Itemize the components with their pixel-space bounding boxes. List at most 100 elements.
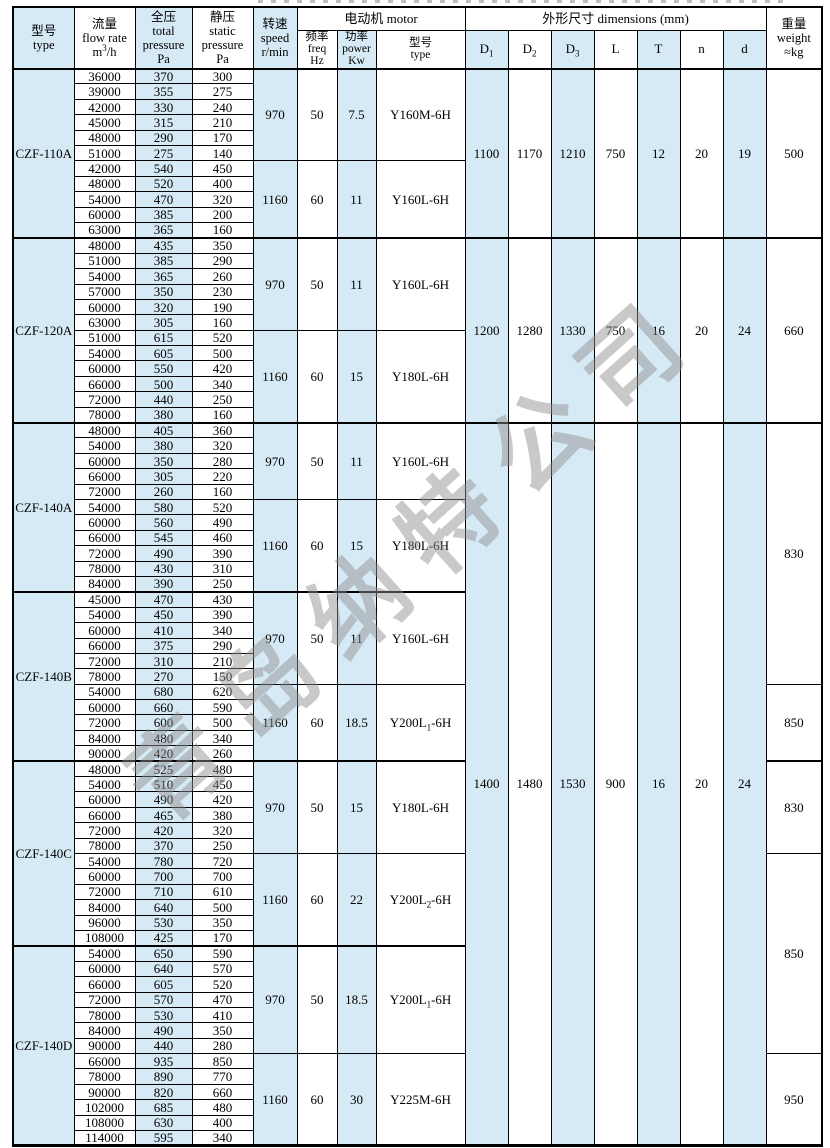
table-row: 72000 600 500 — [13, 714, 822, 731]
flow-rate-cell: 78000 — [73, 837, 136, 854]
static-pressure-cell: 380 — [191, 806, 254, 824]
fan-spec-table: 型号 type 流量 flow rate m3/h 全压 total pressure Pa 静压… — [12, 6, 824, 1148]
total-pressure-cell: 470 — [134, 590, 193, 608]
static-pressure-cell: 590 — [191, 699, 254, 716]
static-pressure-cell: 620 — [191, 683, 254, 701]
table-row: 66000 935 850 1160 60 30 Y225M-6H 950 — [13, 1053, 823, 1147]
static-pressure-cell: 520 — [191, 498, 254, 516]
total-pressure-cell: 520 — [134, 175, 193, 193]
flow-rate-cell: 60000 — [73, 960, 136, 978]
total-pressure-cell: 450 — [134, 606, 193, 624]
speed-cell: 1160 — [252, 852, 298, 947]
header-n: n — [679, 29, 724, 70]
total-pressure-cell: 490 — [134, 1022, 193, 1039]
speed-cell: 1160 — [252, 329, 298, 424]
table-row: 60000 385 200 — [13, 206, 822, 223]
table-header: 型号 type 流量 flow rate m3/h 全压 total pressure Pa 静压… — [12, 6, 823, 70]
flow-rate-cell: 39000 — [73, 83, 136, 100]
dimension-cell: 1210 — [550, 67, 595, 239]
total-pressure-cell: 615 — [134, 329, 193, 347]
flow-rate-cell: 72000 — [73, 714, 136, 731]
table-row: 60000 550 420 — [13, 360, 822, 377]
flow-rate-cell: 90000 — [73, 745, 136, 762]
dimension-cell: 1100 — [464, 67, 509, 239]
total-pressure-cell: 500 — [134, 375, 193, 393]
total-pressure-cell: 600 — [134, 714, 193, 731]
table-row: 102000 685 480 — [13, 1099, 822, 1116]
static-pressure-cell: 160 — [191, 221, 254, 239]
dimension-cell: 20 — [679, 67, 724, 239]
total-pressure-cell: 510 — [134, 776, 193, 793]
static-pressure-cell: 590 — [191, 944, 254, 962]
total-pressure-cell: 685 — [134, 1099, 193, 1116]
flow-rate-cell: 72000 — [73, 991, 136, 1008]
flow-rate-cell: 60000 — [73, 206, 136, 223]
weight-cell: 830 — [765, 421, 823, 685]
dimension-cell: 1530 — [550, 421, 595, 1147]
header-l: L — [593, 29, 638, 70]
freq-cell: 60 — [296, 329, 338, 424]
table-row: 72000 310 210 — [13, 652, 822, 670]
flow-rate-cell: 54000 — [73, 268, 136, 285]
total-pressure-cell: 385 — [134, 206, 193, 223]
dimension-cell: 20 — [679, 236, 724, 424]
table-row: CZF-140B 45000 470 430 970 50 11 Y160L-6H — [12, 590, 822, 762]
weight-cell: 830 — [765, 760, 823, 854]
dimension-cell: 1400 — [464, 421, 509, 1147]
motor-type-cell: Y160L-6H — [375, 421, 466, 500]
speed-cell: 1160 — [252, 160, 298, 239]
static-pressure-cell: 350 — [191, 236, 254, 254]
weight-cell: 950 — [765, 1053, 823, 1147]
flow-rate-cell: 72000 — [73, 883, 136, 901]
flow-rate-cell: 60000 — [73, 298, 136, 316]
flow-rate-cell: 84000 — [73, 1022, 136, 1039]
header-speed: 转速 speed r/min — [252, 6, 298, 70]
dimension-cell: 20 — [679, 421, 724, 1147]
power-cell: 18.5 — [336, 944, 377, 1055]
freq-cell: 50 — [296, 67, 338, 162]
total-pressure-cell: 700 — [134, 868, 193, 885]
static-pressure-cell: 340 — [191, 622, 254, 639]
table-row: 60000 320 190 — [13, 298, 822, 316]
table-row: 54000 365 260 — [13, 268, 822, 285]
table-row: 84000 640 500 — [13, 899, 822, 916]
total-pressure-cell: 780 — [134, 852, 193, 870]
flow-rate-cell: 63000 — [73, 221, 136, 239]
table-row: 72000 260 160 — [13, 483, 822, 501]
total-pressure-cell: 470 — [134, 191, 193, 208]
motor-type-cell: Y225M-6H — [375, 1053, 466, 1147]
power-cell: 15 — [336, 498, 377, 593]
power-cell: 22 — [336, 852, 377, 947]
dimension-cell: 750 — [593, 67, 638, 239]
total-pressure-cell: 380 — [134, 437, 193, 454]
speed-cell: 1160 — [252, 498, 298, 593]
header-static-pressure: 静压 static pressure Pa — [191, 6, 254, 70]
table-row: 66000 305 220 — [13, 468, 822, 485]
dimension-cell: 19 — [722, 67, 767, 239]
table-row: 90000 440 280 — [13, 1037, 822, 1055]
table-row: 66000 605 520 — [13, 976, 822, 993]
static-pressure-cell: 160 — [191, 406, 254, 424]
total-pressure-cell: 290 — [134, 129, 193, 147]
dimension-cell: 1480 — [507, 421, 552, 1147]
table-row: CZF-110A 36000 370 300 970 50 7.5 Y160M-6H 1100 1… — [12, 67, 823, 239]
flow-rate-cell: 78000 — [73, 1068, 136, 1085]
power-cell: 11 — [336, 421, 377, 500]
static-pressure-cell: 490 — [191, 514, 254, 531]
flow-rate-cell: 84000 — [73, 899, 136, 916]
speed-cell: 970 — [252, 944, 298, 1055]
speed-cell: 970 — [252, 421, 298, 500]
flow-rate-cell: 60000 — [73, 699, 136, 716]
flow-rate-cell: 54000 — [73, 683, 136, 701]
total-pressure-cell: 540 — [134, 160, 193, 177]
weight-cell: 850 — [765, 683, 823, 762]
static-pressure-cell: 480 — [191, 1099, 254, 1116]
total-pressure-cell: 580 — [134, 498, 193, 516]
flow-rate-cell: 60000 — [73, 868, 136, 885]
table-row: 72000 710 610 — [13, 883, 822, 901]
flow-rate-cell: 78000 — [73, 406, 136, 424]
table-row: 78000 370 250 — [13, 837, 822, 854]
flow-rate-cell: 54000 — [73, 606, 136, 624]
dimension-cell: 750 — [593, 236, 638, 424]
freq-cell: 50 — [296, 760, 338, 854]
